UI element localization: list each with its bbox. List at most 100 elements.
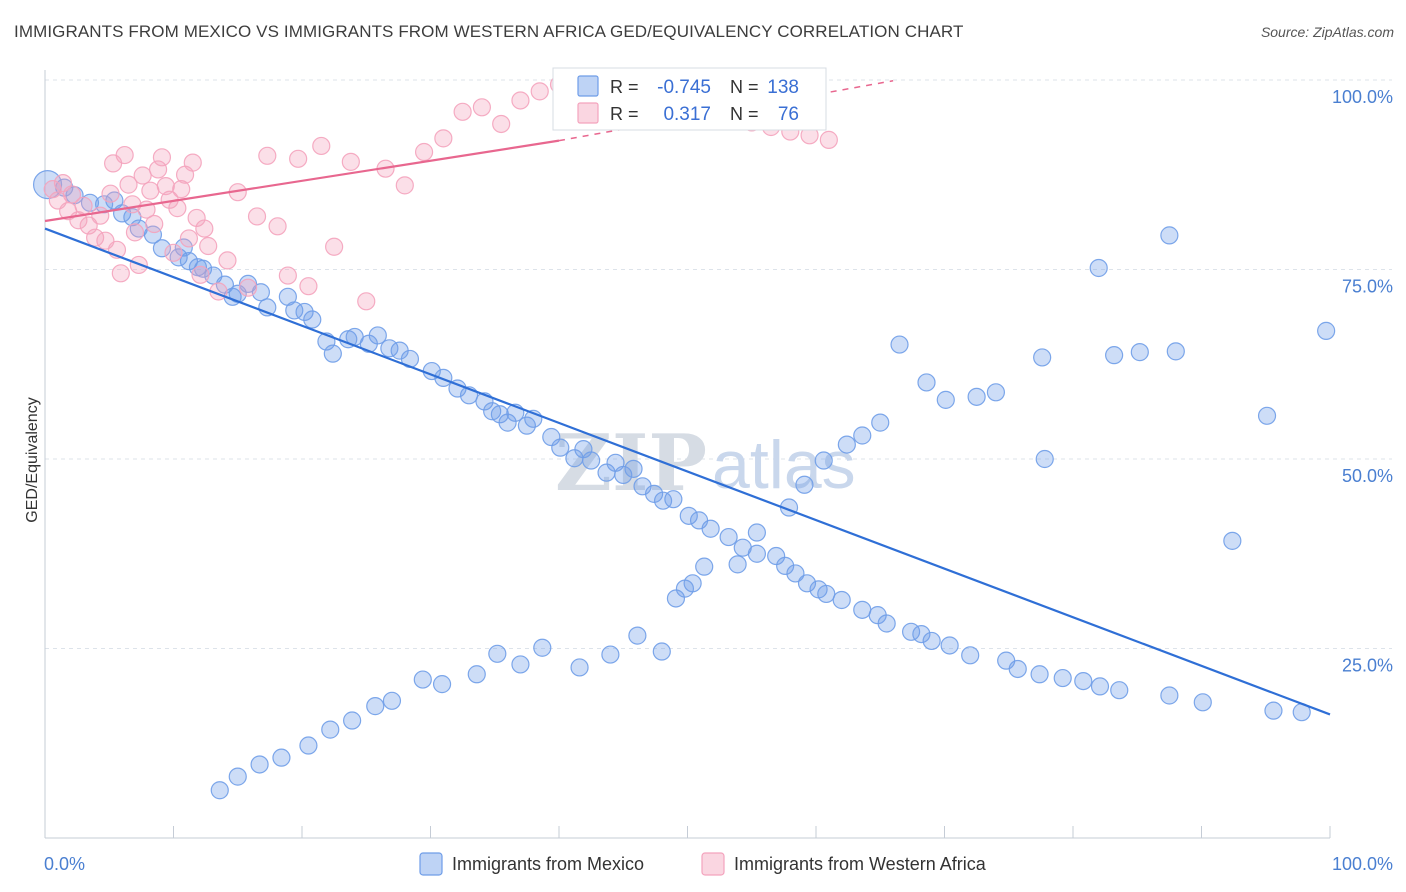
point-mexico (877, 614, 896, 633)
point-mexico (1264, 701, 1283, 720)
point-mexico (303, 310, 322, 329)
legend-r-value-africa: 0.317 (663, 104, 711, 125)
point-mexico (747, 544, 766, 563)
point-mexico (1090, 677, 1110, 696)
y-tick-label: 75.0% (1342, 277, 1393, 297)
point-mexico (272, 748, 291, 767)
point-mexico (837, 435, 856, 454)
point-africa (125, 223, 145, 242)
legend-n-value-africa: 76 (778, 104, 799, 125)
point-mexico (1110, 681, 1129, 700)
point-mexico (498, 413, 517, 432)
point-africa (183, 153, 202, 172)
y-tick-labels: 100.0% 75.0% 50.0% 25.0% (1332, 87, 1393, 676)
point-africa (164, 243, 183, 262)
watermark-atlas: atlas (712, 427, 856, 503)
point-mexico (343, 711, 362, 730)
point-mexico (679, 506, 698, 525)
point-africa (312, 136, 331, 156)
point-africa (43, 180, 62, 199)
point-africa (395, 176, 414, 195)
point-africa (195, 219, 214, 238)
y-tick-label: 25.0% (1342, 656, 1393, 676)
point-mexico (511, 655, 530, 674)
trendlines (44, 80, 1331, 716)
point-mexico (582, 451, 601, 470)
point-mexico (1160, 686, 1179, 705)
point-mexico (368, 326, 387, 345)
bottom-legend-swatch-africa (701, 852, 725, 876)
point-mexico (366, 697, 385, 716)
point-mexico (295, 302, 314, 322)
x-tick-label-min: 0.0% (44, 854, 85, 874)
legend-swatch-mexico (577, 75, 599, 97)
legend-swatch-africa (577, 102, 599, 124)
point-mexico (644, 484, 664, 503)
y-tick-label: 50.0% (1342, 466, 1393, 486)
bottom-legend-label-mexico: Immigrants from Mexico (452, 854, 644, 874)
series-legend: Immigrants from Mexico Immigrants from W… (419, 852, 987, 876)
point-mexico (814, 451, 833, 470)
point-africa (74, 196, 93, 215)
point-mexico (228, 767, 247, 786)
point-africa (238, 278, 258, 297)
point-africa (115, 145, 134, 165)
point-mexico (551, 438, 570, 457)
point-mexico (912, 624, 931, 644)
point-mexico (832, 590, 851, 610)
point-africa (148, 160, 168, 179)
point-africa (145, 214, 164, 234)
point-mexico (871, 413, 890, 432)
point-mexico (517, 416, 536, 435)
point-africa (101, 184, 120, 203)
point-mexico (467, 665, 486, 684)
point-mexico (1008, 659, 1027, 679)
bottom-legend-swatch-mexico (419, 852, 443, 876)
point-mexico (299, 736, 318, 755)
point-africa (819, 130, 838, 149)
point-mexico (695, 557, 714, 576)
point-africa (111, 264, 130, 283)
point-africa (172, 180, 191, 199)
point-mexico (1089, 258, 1108, 278)
point-africa (91, 206, 110, 225)
x-tick-label-max: 100.0% (1332, 854, 1393, 874)
point-mexico (1166, 342, 1185, 361)
point-africa (258, 146, 277, 165)
x-ticks (173, 826, 1331, 838)
legend-n-label-africa: N = (730, 104, 759, 124)
point-mexico (986, 383, 1006, 402)
point-mexico (250, 755, 269, 774)
point-africa (434, 129, 453, 148)
point-mexico (664, 490, 683, 509)
trendline-africa (44, 139, 560, 223)
point-mexico (1030, 665, 1049, 684)
point-africa (86, 228, 105, 247)
point-africa (152, 148, 172, 167)
point-mexico (917, 373, 936, 392)
legend-r-value-mexico: -0.745 (657, 77, 711, 98)
point-africa (141, 181, 160, 200)
point-africa (472, 98, 491, 117)
point-mexico (652, 642, 671, 661)
chart-source: Source: ZipAtlas.com (1260, 24, 1394, 40)
chart-title: IMMIGRANTS FROM MEXICO VS IMMIGRANTS FRO… (14, 22, 964, 41)
point-mexico (210, 781, 229, 800)
point-mexico (1160, 226, 1179, 245)
point-mexico (1257, 406, 1277, 425)
point-mexico (1053, 668, 1072, 688)
point-mexico (853, 426, 872, 445)
point-mexico (614, 465, 633, 485)
legend-n-label-mexico: N = (730, 77, 759, 97)
point-mexico (1223, 531, 1242, 550)
point-africa (299, 277, 318, 296)
point-mexico (795, 475, 814, 494)
point-mexico (817, 584, 836, 604)
point-mexico (890, 335, 909, 354)
point-africa (414, 142, 434, 162)
legend-r-label-africa: R = (610, 104, 639, 124)
point-mexico (1130, 343, 1149, 362)
point-africa (530, 82, 549, 101)
point-africa (191, 265, 210, 284)
y-axis-label: GED/Equivalency (24, 397, 41, 522)
